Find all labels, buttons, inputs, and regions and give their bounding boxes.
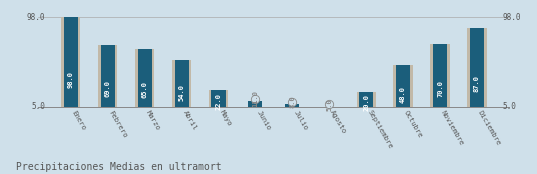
Text: 5.0: 5.0 [326,98,332,111]
Bar [172,60,191,107]
Text: 48.0: 48.0 [400,86,406,103]
Text: 98.0: 98.0 [503,13,521,22]
Bar [430,44,449,107]
Text: 87.0: 87.0 [474,75,480,92]
Text: 5.0: 5.0 [503,102,517,111]
Bar [98,45,117,107]
Text: 54.0: 54.0 [179,84,185,101]
Text: Precipitaciones Medias en ultramort: Precipitaciones Medias en ultramort [16,162,222,172]
Text: 22.0: 22.0 [215,93,221,110]
Bar [249,101,263,107]
Text: 5.0: 5.0 [31,102,45,111]
Bar [285,104,299,107]
Bar [101,45,115,107]
Text: 8.0: 8.0 [289,95,295,108]
Text: 20.0: 20.0 [363,94,369,111]
Bar [61,17,81,107]
Text: 98.0: 98.0 [26,13,45,22]
Bar [470,28,484,107]
Bar [394,65,412,107]
Text: 69.0: 69.0 [105,80,111,97]
Bar [396,65,410,107]
Text: 70.0: 70.0 [437,80,443,97]
Bar [467,28,487,107]
Text: 98.0: 98.0 [68,72,74,88]
Bar [209,90,228,107]
Bar [137,49,151,107]
Text: 65.0: 65.0 [142,81,148,98]
Bar [212,90,226,107]
Text: 11.0: 11.0 [252,90,258,107]
Bar [64,17,78,107]
Bar [175,60,188,107]
Bar [433,44,447,107]
Bar [357,92,376,107]
Bar [135,49,154,107]
Bar [359,92,373,107]
